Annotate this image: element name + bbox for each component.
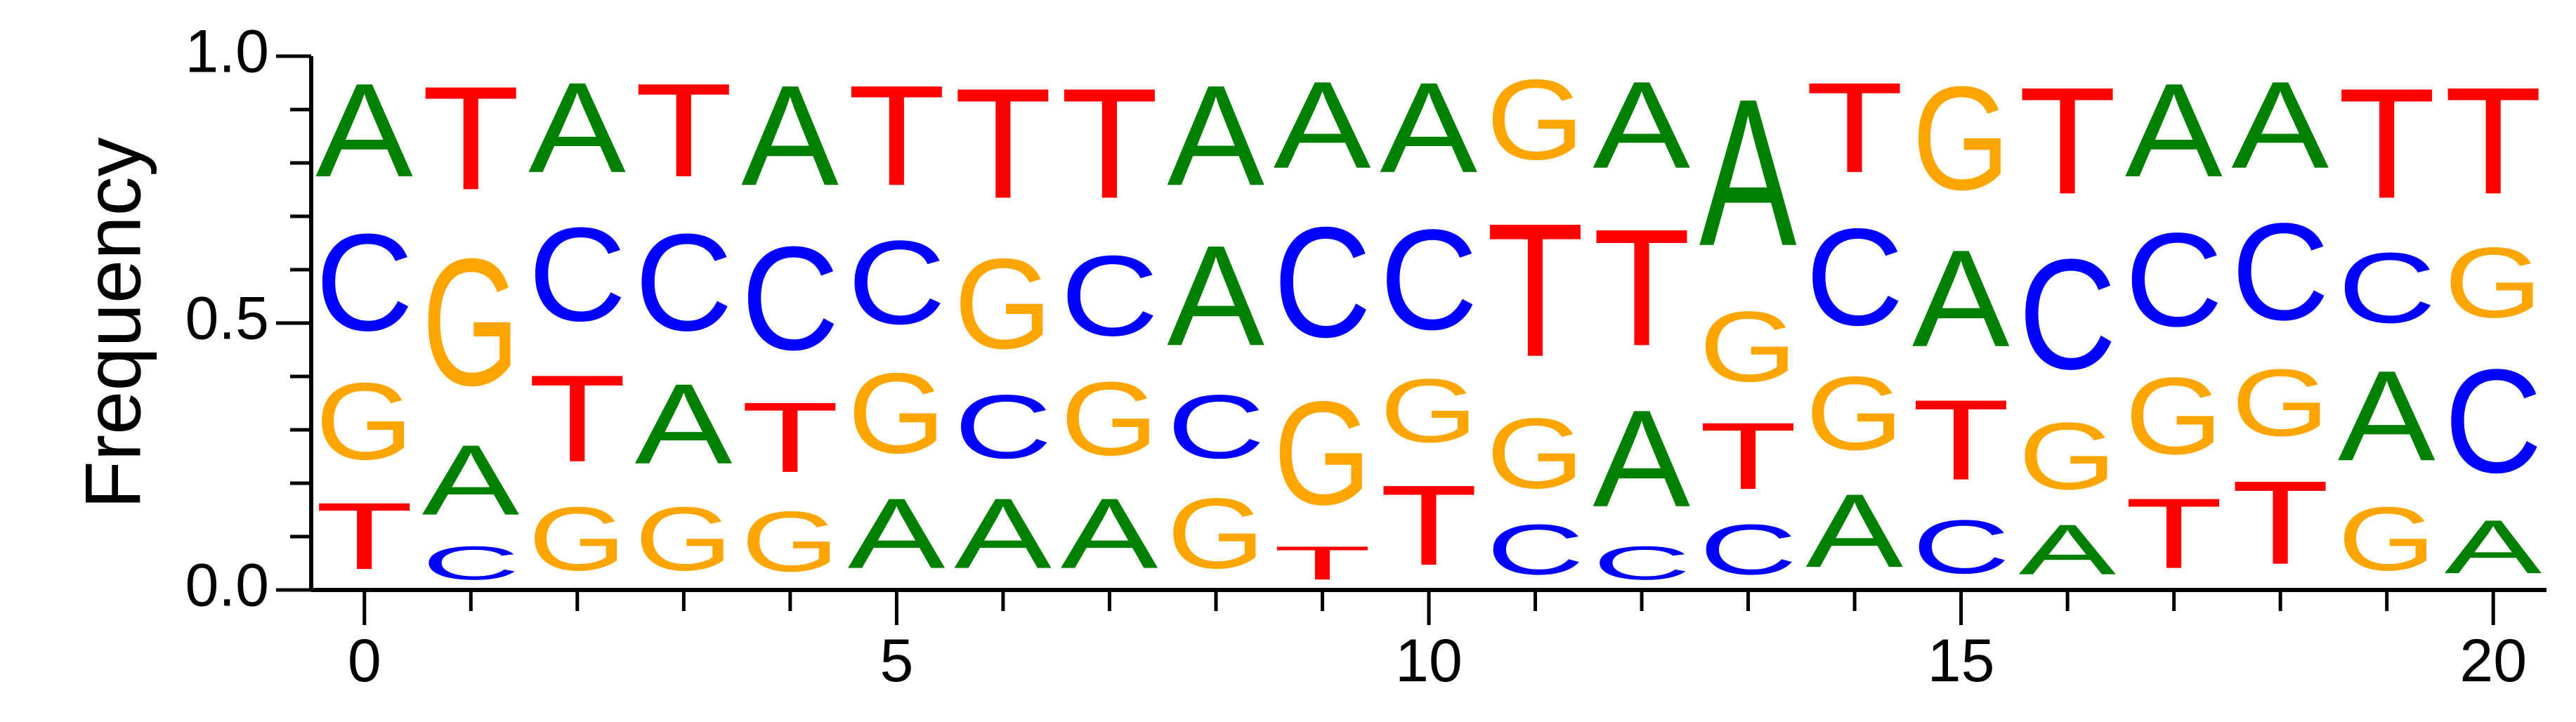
logo-letter-t-pos-14: T — [1805, 55, 1903, 199]
logo-letter-a-pos-9: A — [1274, 55, 1371, 195]
logo-letter-c-pos-13: C — [1699, 509, 1797, 589]
logo-letter-a-pos-8: A — [1167, 216, 1264, 375]
x-ticks: 0 5 10 15 20 — [348, 590, 2527, 695]
logo-letter-c-pos-10: C — [1380, 200, 1477, 360]
logo-letter-a-pos-12: A — [1593, 381, 1690, 536]
logo-letter-c-pos-16: C — [2018, 227, 2116, 402]
logo-letter-g-pos-11: G — [1486, 398, 1584, 509]
logo-letter-t-pos-5: T — [848, 55, 946, 216]
logo-letter-a-pos-10: A — [1380, 55, 1477, 199]
logo-letter-c-pos-14: C — [1805, 201, 1903, 355]
logo-letter-c-pos-2: C — [528, 200, 626, 349]
logo-letter-t-pos-16: T — [2018, 55, 2116, 226]
logo-letter-c-pos-6: C — [954, 376, 1052, 478]
logo-letter-g-pos-6: G — [954, 232, 1052, 376]
logo-letter-a-pos-7: A — [1061, 478, 1158, 589]
x-tick-label: 0 — [348, 627, 381, 695]
x-tick-label: 5 — [880, 627, 913, 695]
logo-letter-g-pos-18: G — [2231, 349, 2329, 456]
logo-letter-g-pos-2: G — [528, 489, 626, 590]
logo-letter-t-pos-1: T — [422, 55, 520, 221]
logo-letter-g-pos-16: G — [2018, 402, 2116, 509]
logo-letter-g-pos-14: G — [1805, 355, 1903, 472]
logo-letter-c-pos-0: C — [315, 206, 413, 360]
logo-letter-g-pos-19: G — [2338, 489, 2436, 590]
x-tick-label: 10 — [1395, 627, 1463, 695]
logo-letter-a-pos-1: A — [422, 424, 520, 536]
logo-letter-a-pos-5: A — [848, 478, 946, 589]
logo-letter-a-pos-8: A — [1167, 55, 1264, 215]
logo-letter-t-pos-12: T — [1593, 195, 1690, 381]
logo-letter-t-pos-0: T — [315, 483, 413, 589]
logo-letter-c-pos-18: C — [2231, 195, 2329, 349]
logo-letter-g-pos-1: G — [422, 221, 520, 424]
x-tick-label: 15 — [1928, 627, 1995, 695]
logo-letter-c-pos-8: C — [1167, 376, 1264, 478]
logo-letter-c-pos-11: C — [1486, 509, 1584, 589]
logo-letter-a-pos-20: A — [2445, 505, 2542, 590]
logo-letter-t-pos-3: T — [635, 56, 733, 205]
logo-letter-a-pos-2: A — [528, 55, 626, 199]
logo-letter-a-pos-13: A — [1699, 55, 1798, 289]
logo-letter-c-pos-9: C — [1274, 195, 1371, 371]
logo-letter-g-pos-5: G — [848, 350, 946, 478]
logo-letter-t-pos-20: T — [2445, 55, 2542, 226]
logo-letter-g-pos-20: G — [2445, 227, 2542, 339]
logo-letter-g-pos-7: G — [1061, 360, 1158, 478]
logo-letter-t-pos-4: T — [741, 382, 839, 494]
logo-letter-c-pos-4: C — [741, 216, 839, 381]
logo-letter-g-pos-15: G — [1912, 56, 2010, 221]
logo-letter-g-pos-8: G — [1167, 478, 1264, 589]
logo-letter-g-pos-4: G — [741, 494, 839, 589]
logo-letter-c-pos-20: C — [2445, 338, 2542, 503]
logo-letter-t-pos-19: T — [2338, 55, 2436, 231]
logo-letter-g-pos-13: G — [1699, 291, 1797, 402]
y-axis-title: Frequency — [70, 137, 157, 508]
logo-letter-a-pos-15: A — [1912, 221, 2010, 376]
logo-letter-t-pos-2: T — [528, 350, 626, 488]
logo-letter-c-pos-12: C — [1593, 537, 1690, 590]
logo-letter-a-pos-17: A — [2125, 56, 2223, 205]
logo-letter-g-pos-17: G — [2125, 355, 2223, 478]
logo-letter-t-pos-6: T — [954, 55, 1052, 231]
letter-stacks: TGCACAGTGTCAGACTGTCAAGCTACGTAGCTGCAATGCA… — [315, 55, 2542, 589]
logo-letter-g-pos-0: G — [315, 360, 413, 483]
logo-letter-t-pos-13: T — [1699, 402, 1797, 509]
logo-letter-g-pos-3: G — [635, 489, 733, 590]
logo-letter-a-pos-19: A — [2338, 344, 2436, 488]
logo-letter-c-pos-1: C — [422, 537, 520, 590]
logo-letter-t-pos-15: T — [1912, 376, 2010, 504]
logo-letter-t-pos-18: T — [2231, 456, 2329, 589]
logo-letter-a-pos-16: A — [2018, 510, 2116, 590]
logo-letter-c-pos-7: C — [1061, 232, 1158, 360]
logo-letter-t-pos-11: T — [1486, 184, 1584, 397]
logo-letter-a-pos-6: A — [954, 478, 1052, 589]
logo-letter-t-pos-7: T — [1061, 55, 1158, 231]
logo-letter-t-pos-17: T — [2125, 478, 2223, 590]
logo-letter-g-pos-10: G — [1380, 361, 1477, 462]
logo-letter-c-pos-17: C — [2125, 205, 2223, 354]
logo-letter-g-pos-9: G — [1274, 371, 1371, 536]
logo-letter-a-pos-18: A — [2231, 55, 2329, 195]
y-tick-label: 0.5 — [185, 285, 269, 353]
y-tick-label: 1.0 — [185, 18, 269, 86]
logo-letter-c-pos-19: C — [2338, 232, 2436, 344]
logo-letter-t-pos-9: T — [1274, 537, 1371, 590]
logo-letter-a-pos-14: A — [1805, 473, 1903, 590]
logo-letter-a-pos-0: A — [315, 56, 413, 205]
logo-letter-a-pos-12: A — [1593, 55, 1690, 195]
y-tick-label: 0.0 — [185, 552, 269, 619]
logo-letter-c-pos-3: C — [635, 206, 733, 360]
x-tick-label: 20 — [2459, 627, 2527, 695]
logo-letter-a-pos-4: A — [741, 55, 839, 215]
logo-letter-t-pos-10: T — [1380, 462, 1477, 590]
logo-letter-a-pos-3: A — [635, 360, 733, 487]
y-ticks: 0.0 0.5 1.0 — [185, 18, 311, 619]
logo-letter-c-pos-15: C — [1912, 504, 2010, 589]
logo-letter-c-pos-5: C — [848, 216, 946, 350]
logo-letter-g-pos-11: G — [1486, 56, 1584, 184]
